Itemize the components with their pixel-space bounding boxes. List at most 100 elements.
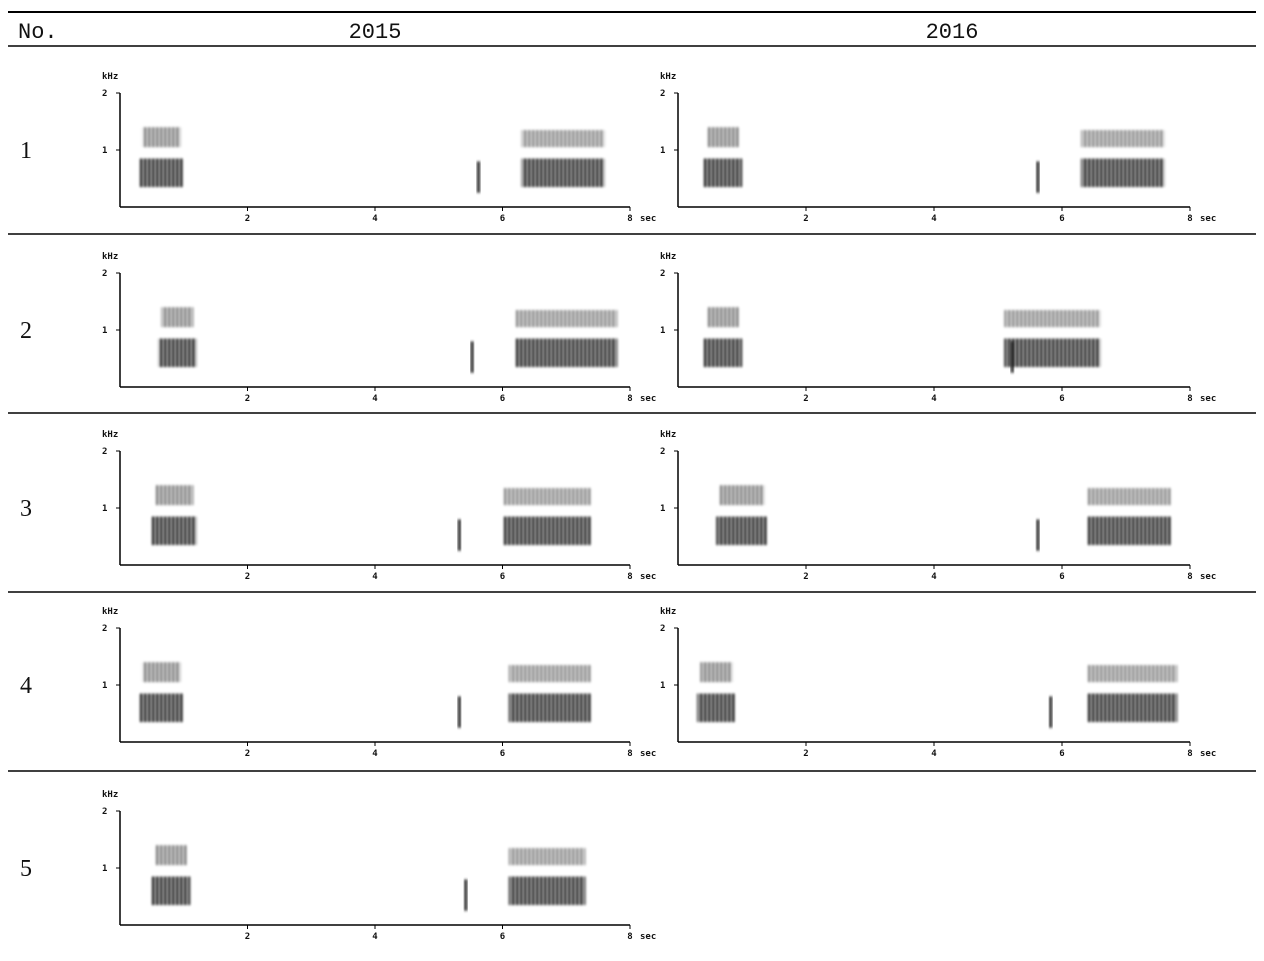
syllable-band — [142, 662, 180, 682]
click — [1036, 161, 1039, 192]
x-tick-label: 8 — [627, 572, 632, 582]
click — [458, 696, 461, 727]
x-tick-label: 2 — [245, 932, 250, 942]
x-tick-label: 8 — [1187, 394, 1192, 404]
x-tick-label: 4 — [372, 749, 378, 759]
syllable-band — [139, 694, 184, 723]
x-axis-unit: sec — [640, 749, 656, 759]
y-tick-label: 2 — [102, 807, 107, 817]
number-header: No. — [18, 20, 58, 45]
x-tick-label: 8 — [627, 394, 632, 404]
x-axis-unit: sec — [1200, 749, 1216, 759]
row-label: 2 — [20, 318, 32, 344]
y-tick-label: 2 — [102, 624, 107, 634]
y-axis-label: kHz — [660, 252, 676, 262]
y-axis-label: kHz — [660, 430, 676, 440]
syllable-band — [704, 159, 742, 188]
syllable-band — [1081, 159, 1164, 188]
y-axis-label: kHz — [102, 72, 118, 82]
y-tick-label: 1 — [660, 146, 665, 156]
click — [464, 879, 467, 910]
syllable-band — [716, 517, 767, 546]
syllable-band — [1004, 310, 1100, 327]
x-tick-label: 2 — [803, 394, 808, 404]
row-label: 4 — [20, 673, 32, 699]
y-tick-label: 2 — [660, 269, 665, 279]
click — [458, 519, 461, 550]
syllable-band — [503, 488, 592, 505]
x-tick-label: 2 — [245, 749, 250, 759]
click — [1011, 341, 1014, 372]
x-tick-label: 4 — [372, 214, 378, 224]
syllable-band — [707, 127, 739, 147]
x-tick-label: 8 — [627, 214, 632, 224]
figure: No. 2015 2016 1kHz212468seckHz212468sec2… — [0, 0, 1264, 956]
y-axis-label: kHz — [102, 430, 118, 440]
x-tick-label: 4 — [931, 749, 937, 759]
y-tick-label: 2 — [660, 624, 665, 634]
syllable-band — [161, 307, 193, 327]
spectrogram: kHz 2 1 2 4 6 8 sec — [660, 252, 1216, 404]
x-axis-unit: sec — [640, 214, 656, 224]
syllable-band — [1088, 665, 1178, 682]
syllable-band — [522, 130, 605, 147]
x-tick-label: 6 — [1059, 749, 1064, 759]
y-axis-label: kHz — [102, 790, 118, 800]
click — [1049, 696, 1052, 727]
syllable-band — [707, 307, 739, 327]
year-header: 2015 — [349, 20, 402, 45]
x-axis-unit: sec — [640, 394, 656, 404]
x-tick-label: 4 — [372, 932, 378, 942]
syllable-band — [158, 339, 196, 368]
syllable-band — [1088, 488, 1171, 505]
x-tick-label: 8 — [627, 932, 632, 942]
click — [471, 341, 474, 372]
x-tick-label: 4 — [931, 214, 937, 224]
y-tick-label: 1 — [660, 681, 665, 691]
y-tick-label: 1 — [660, 326, 665, 336]
syllable-band — [700, 662, 732, 682]
x-tick-label: 6 — [500, 749, 505, 759]
syllable-band — [515, 339, 617, 368]
x-axis-unit: sec — [1200, 214, 1216, 224]
y-tick-label: 2 — [660, 447, 665, 457]
x-tick-label: 4 — [372, 394, 378, 404]
x-axis-unit: sec — [640, 932, 656, 942]
syllable-band — [509, 848, 586, 865]
syllable-band — [1088, 694, 1178, 723]
x-tick-label: 2 — [245, 214, 250, 224]
x-tick-label: 6 — [500, 214, 505, 224]
x-tick-label: 4 — [931, 394, 937, 404]
x-tick-label: 8 — [627, 749, 632, 759]
x-tick-label: 6 — [1059, 394, 1064, 404]
row-label: 5 — [20, 856, 32, 882]
syllable-band — [720, 485, 765, 505]
x-tick-label: 4 — [931, 572, 937, 582]
y-tick-label: 1 — [102, 146, 107, 156]
row-label: 1 — [20, 138, 32, 164]
x-tick-label: 2 — [803, 749, 808, 759]
x-tick-label: 6 — [500, 572, 505, 582]
syllable-band — [522, 159, 605, 188]
y-axis-label: kHz — [660, 72, 676, 82]
syllable-band — [142, 127, 180, 147]
y-tick-label: 1 — [660, 504, 665, 514]
syllable-band — [509, 665, 592, 682]
y-tick-label: 2 — [102, 447, 107, 457]
x-tick-label: 4 — [372, 572, 378, 582]
syllable-band — [509, 877, 586, 906]
row-label: 3 — [20, 496, 32, 522]
x-tick-label: 8 — [1187, 214, 1192, 224]
y-axis-label: kHz — [660, 607, 676, 617]
syllable-band — [697, 694, 735, 723]
y-tick-label: 2 — [102, 269, 107, 279]
syllable-band — [704, 339, 742, 368]
x-axis-unit: sec — [1200, 394, 1216, 404]
y-tick-label: 1 — [102, 681, 107, 691]
click — [477, 161, 480, 192]
